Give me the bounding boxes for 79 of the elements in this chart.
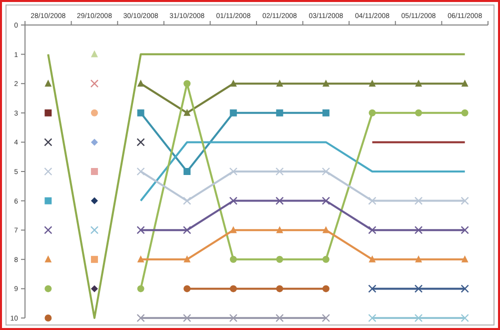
point	[230, 256, 237, 263]
point	[460, 196, 469, 205]
point	[44, 138, 52, 146]
point	[276, 196, 284, 205]
point	[44, 255, 52, 262]
point	[184, 285, 191, 292]
point	[276, 285, 284, 292]
point	[137, 285, 144, 292]
point	[414, 284, 423, 293]
point	[322, 256, 330, 263]
point	[461, 109, 468, 116]
point	[137, 109, 144, 116]
point	[136, 314, 145, 322]
point	[414, 226, 423, 234]
point	[322, 167, 330, 176]
point	[460, 314, 469, 322]
point	[184, 255, 191, 262]
point	[461, 255, 468, 262]
point	[276, 256, 284, 263]
point	[90, 80, 99, 88]
point	[90, 197, 98, 204]
point	[182, 226, 192, 234]
point	[44, 314, 52, 322]
point	[322, 226, 330, 234]
point	[229, 314, 238, 322]
point	[322, 80, 330, 87]
point	[230, 226, 237, 234]
point	[460, 284, 469, 293]
point	[414, 314, 423, 322]
point	[44, 285, 52, 292]
point	[184, 168, 191, 175]
point	[44, 109, 52, 116]
point	[136, 226, 145, 234]
point	[90, 256, 98, 263]
point	[322, 196, 330, 205]
point	[90, 168, 98, 175]
point	[137, 80, 144, 87]
point	[322, 285, 330, 292]
point	[90, 285, 98, 292]
point	[182, 314, 192, 322]
point	[229, 167, 238, 176]
point	[368, 226, 376, 234]
point	[368, 255, 376, 262]
point	[461, 80, 468, 87]
point	[368, 196, 376, 205]
point	[229, 196, 238, 205]
point	[414, 196, 423, 205]
point	[368, 284, 376, 293]
point	[44, 197, 52, 204]
point	[230, 109, 237, 116]
point	[230, 285, 237, 292]
point	[276, 109, 284, 116]
point	[276, 167, 284, 176]
point	[460, 226, 469, 234]
point	[136, 167, 145, 176]
point	[368, 80, 376, 87]
point	[415, 80, 422, 87]
point	[368, 109, 376, 116]
point	[44, 167, 52, 176]
point	[90, 138, 98, 146]
point	[184, 108, 191, 116]
point	[136, 138, 145, 146]
point	[137, 255, 144, 262]
point	[90, 226, 99, 234]
point	[44, 80, 52, 87]
point	[322, 109, 330, 116]
point	[90, 50, 98, 58]
point	[415, 109, 422, 116]
point	[276, 314, 284, 322]
point	[230, 80, 237, 87]
point	[184, 80, 191, 88]
point	[276, 80, 284, 87]
point	[276, 226, 284, 234]
point	[415, 255, 422, 262]
point	[182, 196, 192, 205]
point	[44, 226, 52, 234]
point	[90, 109, 98, 116]
point	[368, 314, 376, 322]
point	[322, 314, 330, 322]
